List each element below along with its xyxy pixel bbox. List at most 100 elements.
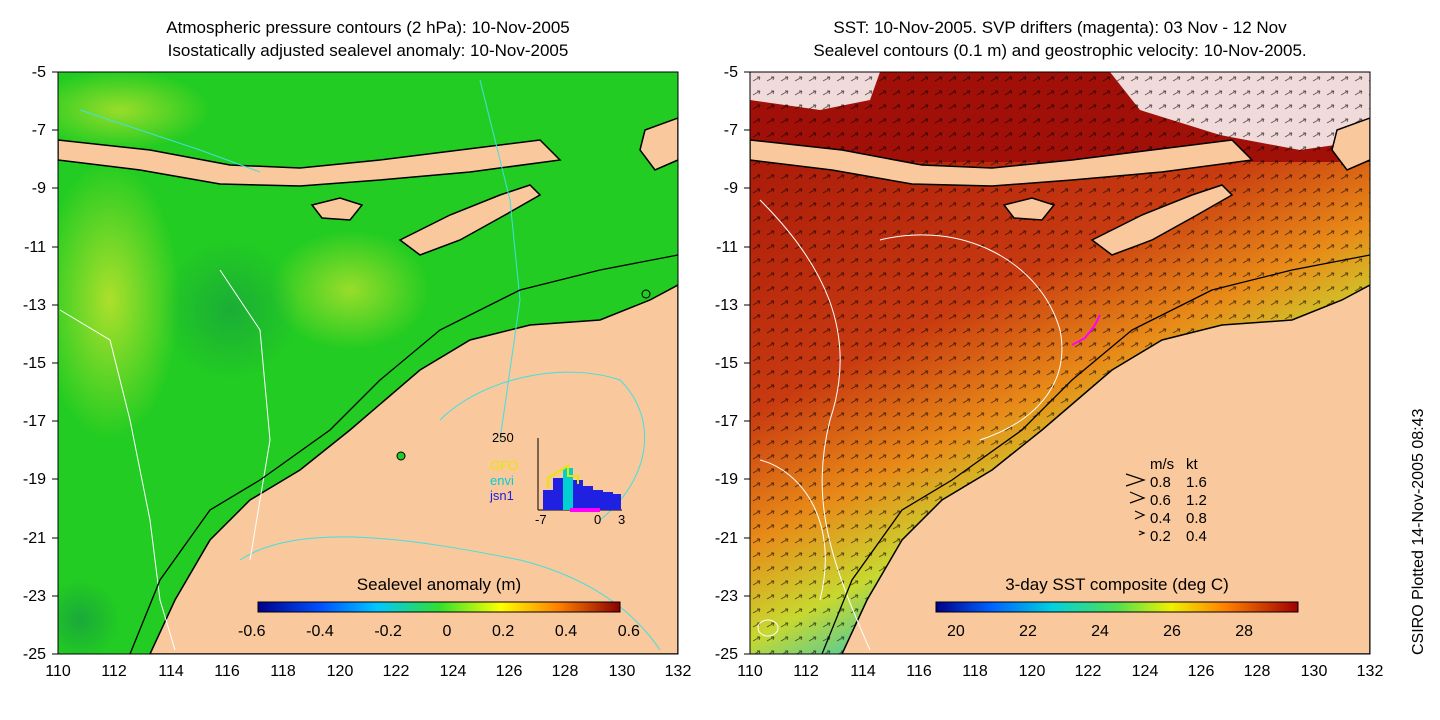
right-title-line2: Sealevel contours (0.1 m) and geostrophi… xyxy=(813,41,1307,60)
lon-tick-right: 114 xyxy=(850,663,876,680)
pressure-contour xyxy=(79,109,261,173)
sla-tick: -0.4 xyxy=(306,623,334,640)
pressure-contour xyxy=(239,536,661,651)
right-map xyxy=(750,72,1370,654)
sla-tick: 0.6 xyxy=(617,623,640,640)
lat-tick-left: -23 xyxy=(22,588,46,605)
velocity-arrow-0.4 xyxy=(1134,510,1146,520)
lon-tick-right: 132 xyxy=(1356,663,1384,680)
lat-tick-left: -13 xyxy=(22,297,46,314)
lat-tick-left: -11 xyxy=(24,239,46,256)
left-islands-north xyxy=(58,139,562,187)
lat-tick-right: -13 xyxy=(714,297,738,314)
hist-bar xyxy=(613,494,621,510)
altimeter-histogram-inset xyxy=(537,438,622,512)
sealevel-contour xyxy=(59,309,176,651)
lon-tick-right: 130 xyxy=(1300,663,1328,680)
lon-tick-right: 124 xyxy=(1131,663,1159,680)
right-title-line1: SST: 10-Nov-2005. SVP drifters (magenta)… xyxy=(833,18,1287,37)
velocity-kt: 0.8 xyxy=(1186,510,1207,527)
sla-high-anomaly-central xyxy=(270,230,430,350)
lat-tick-right: -17 xyxy=(714,413,738,430)
inset-legend-envi: envi xyxy=(490,473,514,488)
sst-colorbar-ticks: 20 22 24 26 28 xyxy=(947,623,1253,641)
sealevel-contour xyxy=(757,619,779,637)
plotted-timestamp: CSIRO Plotted 14-Nov-2005 08:43 xyxy=(1410,408,1427,655)
lat-tick-right: -21 xyxy=(714,530,738,547)
velocity-legend-arrows xyxy=(1125,473,1146,536)
velocity-arrow-0.8 xyxy=(1125,473,1146,487)
lat-tick-left: -25 xyxy=(22,646,46,663)
sla-colorbar-label: Sealevel anomaly (m) xyxy=(356,575,522,594)
hist-bar xyxy=(583,486,593,510)
hist-bar xyxy=(603,492,613,510)
lat-tick-right: -25 xyxy=(714,646,738,663)
lon-tick-right: 122 xyxy=(1074,663,1102,680)
sla-low-anomaly xyxy=(160,240,300,380)
lon-tick-right: 120 xyxy=(1018,663,1046,680)
hist-bar xyxy=(593,490,603,510)
inset-legend-jsn1: jsn1 xyxy=(490,488,514,503)
sla-tick: 0 xyxy=(442,623,452,640)
left-island-new-guinea xyxy=(639,117,678,171)
hist-bar xyxy=(553,478,563,510)
lon-tick-left: 110 xyxy=(45,663,71,680)
lon-tick-left: 112 xyxy=(101,663,127,680)
lon-tick-right: 116 xyxy=(906,663,932,680)
sla-tick: -0.6 xyxy=(238,623,266,640)
right-island-timor xyxy=(1090,184,1234,256)
sla-tick: 0.2 xyxy=(492,623,515,640)
lat-tick-right: -5 xyxy=(723,64,738,81)
velocity-header-kt: kt xyxy=(1186,456,1198,473)
shelf-break-contour xyxy=(821,254,1370,654)
lat-tick-left: -7 xyxy=(31,122,46,139)
sla-tick: -0.2 xyxy=(374,623,402,640)
lon-tick-right: 118 xyxy=(962,663,988,680)
lat-tick-right: -15 xyxy=(714,355,738,372)
tide-station-marker xyxy=(641,289,651,299)
sst-tick: 22 xyxy=(1019,623,1037,640)
inset-xtick: -7 xyxy=(535,512,547,527)
sst-tick: 28 xyxy=(1235,623,1253,640)
lat-tick-left: -19 xyxy=(22,471,46,488)
hist-bar xyxy=(543,490,553,510)
left-title-line1: Atmospheric pressure contours (2 hPa): 1… xyxy=(166,18,570,37)
lon-tick-left: 132 xyxy=(664,663,692,680)
lat-tick-right: -19 xyxy=(714,471,738,488)
velocity-kt: 1.2 xyxy=(1186,492,1207,509)
lat-tick-right: -7 xyxy=(723,122,738,139)
velocity-ms: 0.6 xyxy=(1150,492,1171,509)
velocity-arrow-0.6 xyxy=(1129,491,1146,504)
left-island-timor xyxy=(398,184,542,256)
velocity-kt: 0.4 xyxy=(1186,528,1207,545)
left-map xyxy=(58,72,678,654)
lon-tick-left: 118 xyxy=(270,663,296,680)
velocity-legend: m/s kt 0.8 1.6 0.6 1.2 0.4 0.8 0.2 0.4 xyxy=(1150,456,1207,546)
right-island-sumba xyxy=(1002,197,1056,221)
inset-xtick: 0 xyxy=(594,512,602,527)
velocity-arrow-0.2 xyxy=(1138,530,1146,536)
right-islands-north xyxy=(750,139,1254,187)
sla-high-anomaly-north xyxy=(58,72,210,150)
inset-ymax-label: 250 xyxy=(492,430,514,445)
sst-tick: 24 xyxy=(1091,623,1109,640)
sla-tick: 0.4 xyxy=(554,623,578,640)
pressure-contour xyxy=(479,79,521,441)
lon-tick-left: 128 xyxy=(551,663,579,680)
left-australia-land xyxy=(149,284,678,654)
sla-colorbar xyxy=(257,601,621,613)
lat-tick-right: -11 xyxy=(716,239,738,256)
velocity-ms: 0.2 xyxy=(1150,528,1171,545)
pressure-contour xyxy=(439,371,646,521)
shelf-break-contour xyxy=(129,254,678,654)
lat-tick-right: -23 xyxy=(714,588,738,605)
velocity-ms: 0.8 xyxy=(1150,474,1171,491)
sealevel-contour xyxy=(759,459,826,601)
sealevel-contour xyxy=(219,269,271,561)
sst-tick: 26 xyxy=(1163,623,1181,640)
lon-tick-right: 126 xyxy=(1187,663,1215,680)
sealevel-contour xyxy=(879,234,1063,441)
lon-tick-left: 114 xyxy=(158,663,184,680)
velocity-ms: 0.4 xyxy=(1150,510,1171,527)
